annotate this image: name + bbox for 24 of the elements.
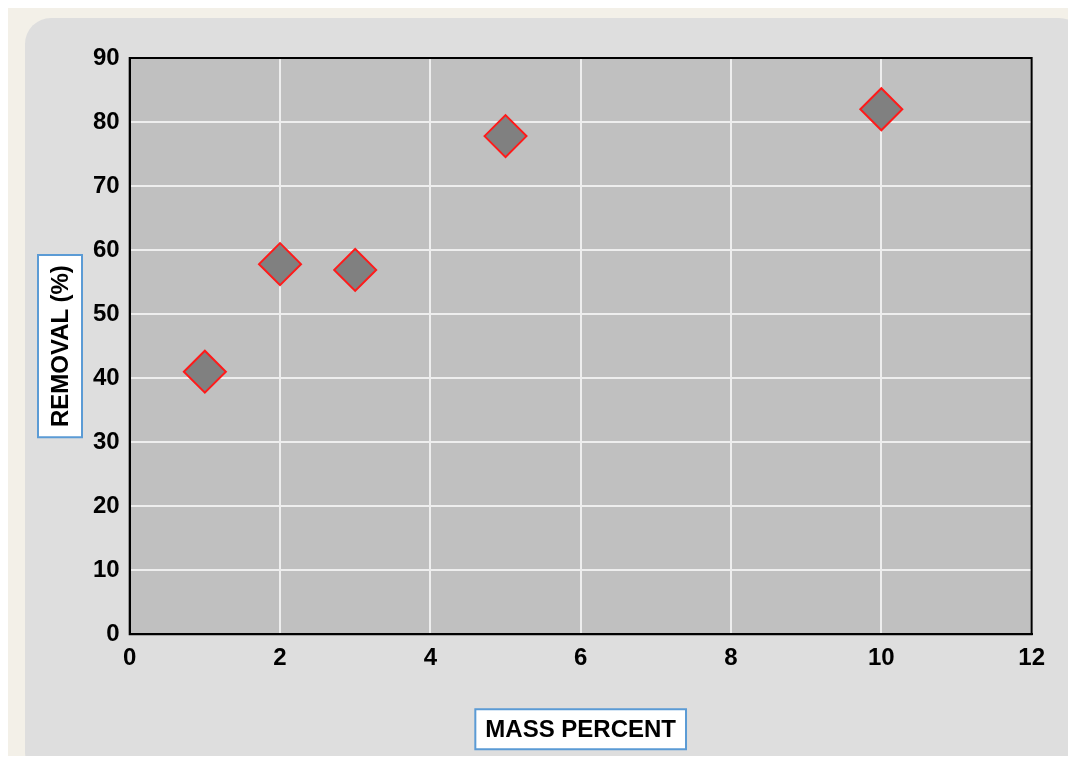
y-tick-label: 10	[92, 554, 120, 582]
y-tick-label: 0	[106, 618, 120, 646]
point	[483, 114, 528, 159]
point	[859, 87, 904, 132]
y-tick-label: 40	[92, 362, 120, 390]
x-tick-label: 2	[273, 643, 287, 671]
y-tick-label: 90	[92, 42, 120, 70]
x-tick-label: 12	[1018, 643, 1045, 671]
point	[258, 242, 303, 287]
y-tick-label: 50	[92, 298, 120, 326]
y-tick-label: 30	[92, 426, 120, 454]
y-axis-title: REMOVAL (%)	[45, 265, 73, 427]
point	[333, 247, 378, 292]
x-tick-label: 4	[423, 643, 438, 671]
point	[182, 349, 227, 394]
x-tick-label: 10	[867, 643, 895, 671]
y-tick-label: 80	[92, 106, 120, 134]
x-axis-title: MASS PERCENT	[485, 714, 677, 742]
y-tick-label: 60	[92, 234, 120, 262]
y-tick-label: 70	[92, 170, 120, 198]
x-tick-label: 6	[573, 643, 588, 671]
y-tick-label: 20	[92, 490, 120, 518]
x-tick-label: 0	[123, 643, 137, 671]
x-tick-label: 8	[724, 643, 738, 671]
